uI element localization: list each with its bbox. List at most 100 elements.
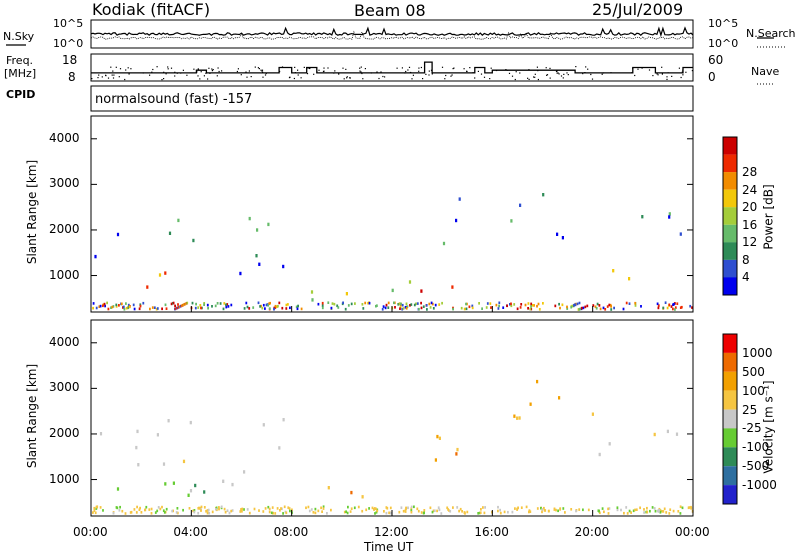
heatmap-cell	[489, 302, 492, 305]
heatmap-cell	[656, 302, 659, 306]
heatmap-cell	[598, 511, 601, 515]
colorbar-swatch	[723, 224, 737, 243]
nave-point	[396, 67, 398, 69]
power-colorbar-label: Power [dB]	[761, 184, 776, 250]
heatmap-cell	[536, 379, 539, 384]
heatmap-cell	[248, 511, 251, 515]
heatmap-cell	[133, 307, 136, 311]
heatmap-cell	[115, 506, 118, 509]
heatmap-cell	[375, 507, 377, 511]
nave-point	[236, 70, 238, 73]
heatmap-cell	[385, 506, 388, 509]
nave-point	[661, 73, 663, 75]
heatmap-cell	[582, 508, 584, 512]
heatmap-cell	[167, 419, 170, 423]
heatmap-cell	[442, 241, 446, 246]
heatmap-cell	[456, 506, 459, 509]
colorbar-tick-label: 4	[742, 270, 750, 285]
nave-point	[401, 67, 403, 69]
heatmap-cell	[507, 510, 509, 514]
nave-point	[472, 72, 474, 74]
heatmap-cell	[578, 508, 581, 511]
heatmap-cell	[262, 510, 265, 513]
nave-point	[245, 71, 247, 73]
colorbar-swatch	[723, 466, 737, 486]
heatmap-cell	[423, 511, 425, 514]
nave-point	[359, 70, 361, 72]
heatmap-cell	[510, 302, 512, 306]
heatmap-cell	[322, 505, 325, 508]
heatmap-cell	[432, 509, 435, 513]
heatmap-cell	[438, 303, 441, 306]
heatmap-cell	[139, 304, 142, 308]
nave-point	[174, 71, 176, 73]
nave-point	[453, 67, 455, 69]
heatmap-cell	[174, 307, 177, 311]
heatmap-cell	[431, 302, 434, 306]
heatmap-cell	[103, 302, 106, 306]
colorbar-swatch	[723, 371, 737, 391]
heatmap-cell	[140, 511, 143, 514]
heatmap-cell	[177, 303, 179, 306]
heatmap-cell	[428, 302, 431, 306]
heatmap-cell	[432, 307, 435, 310]
heatmap-cell	[503, 510, 506, 514]
heatmap-cell	[135, 511, 138, 514]
nave-point	[149, 74, 151, 76]
heatmap-cell	[438, 508, 441, 512]
heatmap-cell	[215, 507, 217, 511]
heatmap-cell	[628, 277, 631, 281]
heatmap-cell	[555, 508, 557, 512]
heatmap-cell	[670, 305, 673, 308]
heatmap-cell	[399, 307, 401, 310]
xtick-label: 08:00	[273, 525, 309, 539]
nave-point	[165, 73, 167, 75]
heatmap-cell	[162, 509, 165, 512]
heatmap-cell	[206, 303, 209, 307]
heatmap-cell	[679, 306, 682, 309]
nave-point	[430, 69, 433, 71]
nave-point	[316, 71, 318, 73]
heatmap-cell	[425, 304, 428, 307]
heatmap-cell	[227, 305, 230, 308]
heatmap-cell	[321, 304, 324, 307]
colorbar-swatch	[723, 352, 737, 372]
heatmap-cell	[433, 509, 436, 512]
nave-point	[257, 67, 259, 69]
heatmap-cell	[404, 510, 407, 513]
heatmap-cell	[211, 305, 213, 308]
nave-point	[519, 72, 521, 74]
heatmap-cell	[426, 308, 428, 311]
colorbar-tick-label: 12	[742, 235, 758, 250]
nave-point	[196, 71, 198, 73]
nave-point	[264, 74, 267, 76]
heatmap-cell	[276, 305, 278, 308]
noise-ytick-right-bottom: 10^0	[708, 37, 739, 50]
heatmap-cell	[261, 306, 264, 310]
heatmap-cell	[94, 511, 97, 515]
colorbar-swatch	[723, 409, 737, 429]
heatmap-cell	[645, 510, 648, 514]
heatmap-cell	[672, 303, 674, 306]
nave-point	[370, 72, 372, 74]
heatmap-cell	[326, 512, 328, 515]
ytick-label: 1000	[49, 471, 80, 486]
heatmap-cell	[135, 445, 138, 450]
heatmap-cell	[375, 511, 378, 514]
heatmap-cell	[689, 304, 692, 308]
heatmap-cell	[186, 301, 189, 305]
colorbar-tick-label: 16	[742, 217, 758, 232]
heatmap-cell	[514, 507, 516, 510]
colorbar-tick-label: 25	[742, 402, 758, 417]
nave-point	[107, 77, 110, 79]
heatmap-cell	[120, 302, 123, 306]
heatmap-cell	[429, 306, 432, 309]
heatmap-cell	[471, 304, 474, 308]
nave-point	[560, 75, 563, 77]
heatmap-cell	[110, 306, 112, 309]
heatmap-cell	[203, 506, 206, 509]
nsky-label: N.Sky	[3, 30, 35, 43]
nave-point	[637, 68, 639, 70]
nave-point	[666, 78, 668, 80]
heatmap-cell	[311, 298, 314, 302]
